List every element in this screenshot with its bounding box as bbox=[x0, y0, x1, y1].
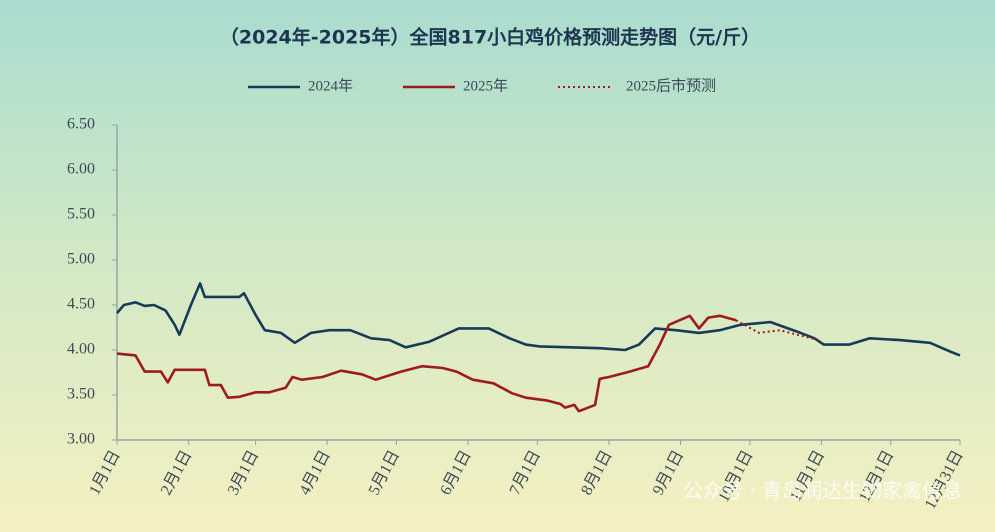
y-tick-label: 5.00 bbox=[67, 251, 95, 268]
series-line bbox=[116, 282, 961, 357]
watermark: 公众号 · 青岛润达生物家禽信息 bbox=[683, 479, 962, 503]
y-tick-label: 3.00 bbox=[67, 431, 95, 448]
chart-title: （2024年-2025年）全国817小白鸡价格预测走势图（元/斤） bbox=[220, 26, 760, 49]
y-tick-label: 4.00 bbox=[67, 341, 95, 358]
y-tick-label: 3.50 bbox=[67, 386, 95, 403]
y-tick-label: 6.00 bbox=[67, 161, 95, 178]
series-line bbox=[116, 314, 737, 413]
legend-label: 2024年 bbox=[308, 77, 353, 94]
y-tick-label: 5.50 bbox=[67, 206, 95, 223]
series-line bbox=[735, 319, 820, 342]
y-tick-label: 6.50 bbox=[67, 116, 95, 133]
legend-label: 2025后市预测 bbox=[626, 77, 716, 94]
legend-label: 2025年 bbox=[463, 77, 508, 94]
y-tick-label: 4.50 bbox=[67, 296, 95, 313]
